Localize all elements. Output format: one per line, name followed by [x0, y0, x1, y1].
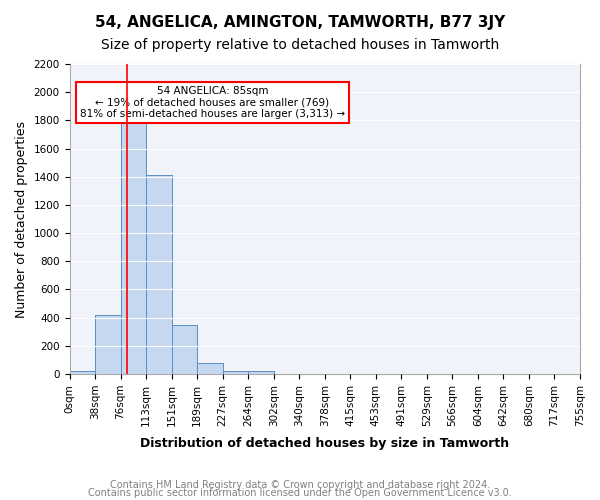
Text: 54 ANGELICA: 85sqm
← 19% of detached houses are smaller (769)
81% of semi-detach: 54 ANGELICA: 85sqm ← 19% of detached hou…	[80, 86, 345, 119]
Bar	[70, 371, 95, 374]
X-axis label: Distribution of detached houses by size in Tamworth: Distribution of detached houses by size …	[140, 437, 509, 450]
Y-axis label: Number of detached properties: Number of detached properties	[15, 120, 28, 318]
Bar	[172, 324, 197, 374]
Bar	[121, 119, 146, 374]
Bar	[146, 176, 172, 374]
Bar	[95, 315, 121, 374]
Bar	[248, 371, 274, 374]
Text: Size of property relative to detached houses in Tamworth: Size of property relative to detached ho…	[101, 38, 499, 52]
Text: Contains public sector information licensed under the Open Government Licence v3: Contains public sector information licen…	[88, 488, 512, 498]
Bar	[197, 364, 223, 374]
Text: Contains HM Land Registry data © Crown copyright and database right 2024.: Contains HM Land Registry data © Crown c…	[110, 480, 490, 490]
Text: 54, ANGELICA, AMINGTON, TAMWORTH, B77 3JY: 54, ANGELICA, AMINGTON, TAMWORTH, B77 3J…	[95, 15, 505, 30]
Bar	[223, 370, 248, 374]
